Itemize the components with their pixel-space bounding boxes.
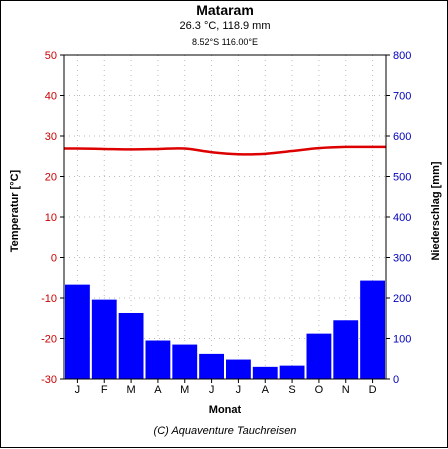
left-tick-label: 0 (51, 253, 57, 265)
precipitation-bar (333, 320, 359, 379)
chart-subtitle: 26.3 °C, 118.9 mm (179, 20, 270, 32)
x-tick-label: A (262, 384, 270, 396)
right-tick-label: 800 (393, 50, 411, 62)
right-tick-label: 300 (393, 253, 411, 265)
x-tick-label: F (101, 384, 108, 396)
precipitation-bar (360, 280, 385, 379)
x-tick-label: N (342, 384, 350, 396)
right-axis-title: Niederschlag [mm] (430, 161, 442, 260)
precipitation-bar (145, 340, 171, 379)
precipitation-bar (91, 299, 117, 379)
chart-coordinates: 8.52°S 116.00°E (192, 37, 258, 47)
temperature-line (63, 145, 386, 156)
right-axis-ticks: 800 700 600 500 400 300 200 100 0 (386, 50, 411, 386)
x-tick-label: A (154, 384, 162, 396)
x-tick-label: J (75, 384, 81, 396)
precipitation-bar (252, 366, 278, 379)
precipitation-bars (65, 280, 385, 379)
right-tick-label: 500 (393, 172, 411, 184)
left-tick-label: 50 (45, 50, 57, 62)
x-tick-label: M (180, 384, 189, 396)
left-tick-label: 20 (45, 172, 57, 184)
left-tick-label: 10 (45, 212, 57, 224)
x-tick-label: D (369, 384, 377, 396)
left-axis-ticks: 50 40 30 20 10 0 -10 -20 -30 (41, 50, 64, 386)
chart-title: Mataram (196, 2, 254, 18)
left-axis-title: Temperatur [°C] (9, 169, 21, 252)
left-tick-label: -20 (41, 334, 57, 346)
x-tick-label: J (236, 384, 242, 396)
precipitation-bar (118, 312, 144, 379)
right-tick-label: 0 (393, 374, 399, 386)
precipitation-bar (65, 284, 90, 379)
left-tick-label: -30 (41, 374, 57, 386)
right-tick-label: 400 (393, 212, 411, 224)
x-tick-label: O (315, 384, 324, 396)
precipitation-bar (306, 333, 332, 379)
left-tick-label: 30 (45, 131, 57, 143)
precipitation-bar (199, 353, 224, 379)
precipitation-bar (279, 365, 305, 379)
left-tick-label: 40 (45, 91, 57, 103)
copyright-credit: (C) Aquaventure Tauchreisen (154, 425, 297, 437)
right-tick-label: 200 (393, 293, 411, 305)
right-tick-label: 100 (393, 334, 411, 346)
precipitation-bar (172, 344, 198, 379)
x-axis-title: Monat (209, 404, 242, 416)
right-tick-label: 600 (393, 131, 411, 143)
left-tick-label: -10 (41, 293, 57, 305)
x-tick-label: S (288, 384, 295, 396)
precipitation-bar (226, 359, 251, 379)
x-tick-label: M (126, 384, 135, 396)
x-tick-label: J (209, 384, 215, 396)
right-tick-label: 700 (393, 91, 411, 103)
